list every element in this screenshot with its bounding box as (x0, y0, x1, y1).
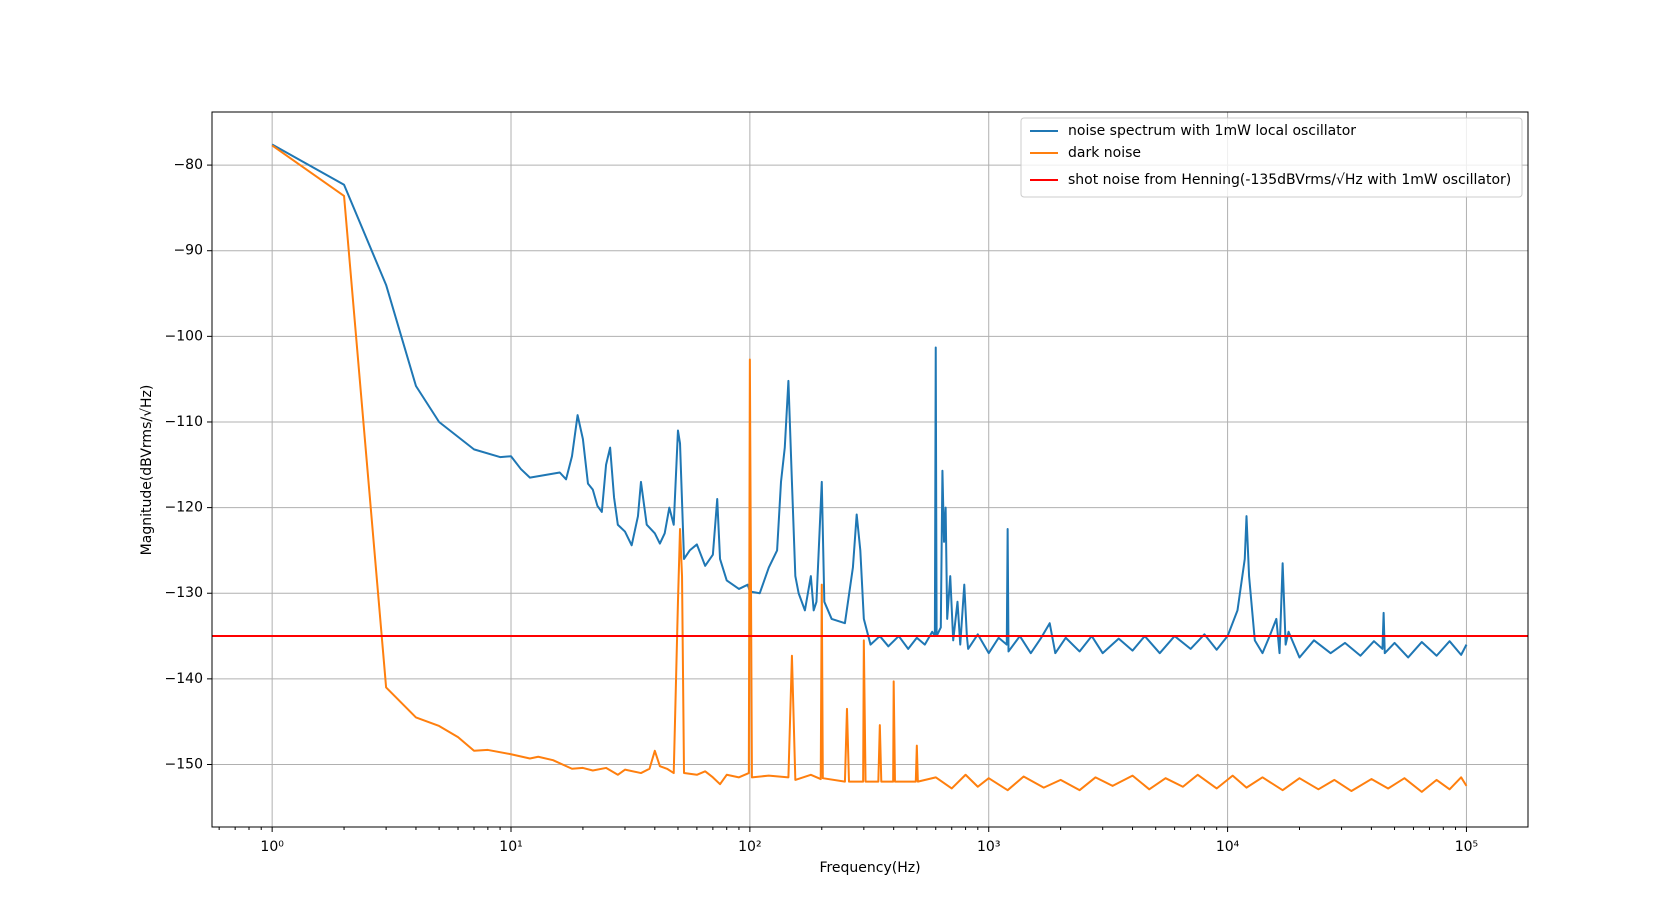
y-tick-label: −100 (165, 328, 203, 344)
x-tick-label: 10⁰ (260, 839, 284, 855)
y-axis-label: Magnitude(dBVrms/√Hz) (139, 385, 155, 556)
plot-frame (211, 111, 1529, 828)
y-tick-label: −120 (165, 500, 203, 516)
x-tick-label: 10¹ (499, 839, 522, 855)
legend-label: noise spectrum with 1mW local oscillator (1068, 123, 1356, 139)
y-tick-label: −150 (165, 756, 203, 772)
y-tick-label: −130 (165, 585, 203, 601)
legend-label: dark noise (1068, 145, 1141, 161)
y-tick-label: −90 (173, 243, 203, 259)
data-line (271, 143, 1468, 659)
legend-label: shot noise from Henning(-135dBVrms/√Hz w… (1068, 172, 1511, 188)
y-tick-label: −80 (173, 157, 203, 173)
x-tick-label: 10⁴ (1216, 839, 1240, 855)
x-tick-label: 10² (738, 839, 761, 855)
x-axis-label: Frequency(Hz) (819, 860, 920, 876)
x-tick-label: 10³ (977, 839, 1000, 855)
x-tick-label: 10⁵ (1455, 839, 1478, 855)
legend-box (1020, 117, 1523, 198)
data-line (271, 144, 1468, 793)
y-tick-label: −110 (165, 414, 203, 430)
y-tick-label: −140 (165, 671, 203, 687)
